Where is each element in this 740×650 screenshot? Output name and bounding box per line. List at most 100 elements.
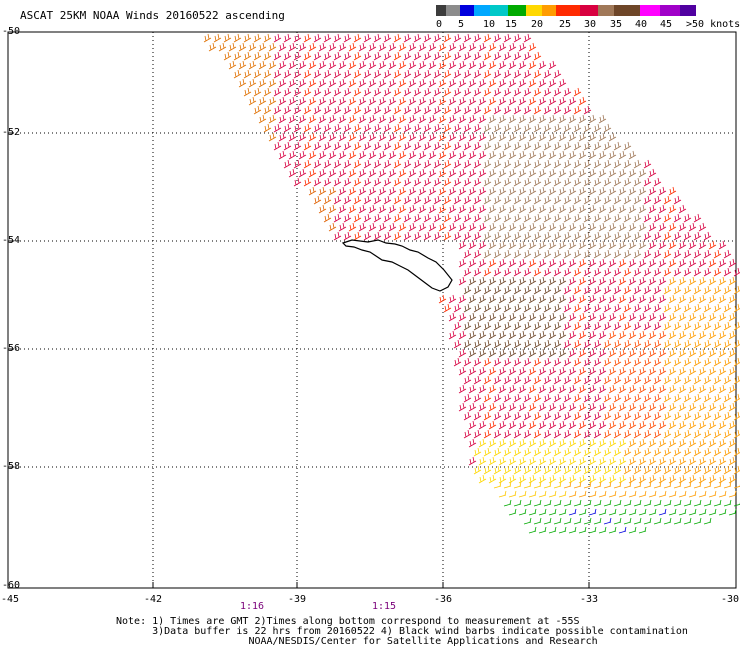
wind-barb xyxy=(483,105,492,115)
wind-barb xyxy=(538,438,547,448)
wind-barb xyxy=(483,411,492,421)
wind-barb xyxy=(288,78,297,88)
wind-barb xyxy=(588,294,597,304)
wind-barb xyxy=(593,249,602,259)
wind-barb xyxy=(268,78,277,88)
wind-barb xyxy=(688,240,697,250)
wind-barb xyxy=(508,114,517,124)
wind-barb xyxy=(533,213,542,223)
wind-barb xyxy=(443,141,452,151)
wind-barb xyxy=(698,508,707,516)
wind-barb xyxy=(403,195,412,205)
wind-barb xyxy=(573,321,582,331)
time-label: 1:15 xyxy=(371,601,397,612)
wind-barb xyxy=(298,132,307,142)
wind-barb xyxy=(428,42,437,52)
wind-barb xyxy=(733,321,740,331)
wind-barb xyxy=(333,141,342,151)
wind-barb xyxy=(558,204,567,214)
wind-barb xyxy=(533,69,542,79)
wind-barb xyxy=(703,339,712,349)
wind-barb xyxy=(658,420,667,430)
wind-barb xyxy=(358,186,367,196)
wind-barb xyxy=(493,465,502,475)
wind-barb xyxy=(598,384,607,394)
wind-barb xyxy=(578,402,587,412)
wind-barb xyxy=(423,105,432,115)
wind-barb xyxy=(298,42,307,52)
wind-barb xyxy=(543,321,552,331)
wind-barb xyxy=(653,213,662,223)
wind-barb xyxy=(488,168,497,178)
wind-barb xyxy=(558,348,567,358)
wind-barb xyxy=(628,204,637,214)
wind-barb xyxy=(343,195,352,205)
wind-barb xyxy=(673,285,682,295)
wind-barb xyxy=(448,186,457,196)
wind-barb xyxy=(598,490,607,498)
wind-barb xyxy=(723,465,732,475)
wind-barb xyxy=(538,384,547,394)
wind-barb xyxy=(488,330,497,340)
wind-barb xyxy=(338,114,347,124)
wind-barb xyxy=(493,339,502,349)
wind-barb xyxy=(683,481,692,489)
wind-barb xyxy=(343,213,352,223)
wind-barb xyxy=(603,123,612,133)
wind-barb xyxy=(578,168,587,178)
wind-barb xyxy=(458,366,467,376)
wind-barb xyxy=(323,213,332,223)
wind-barb xyxy=(558,168,567,178)
wind-barb xyxy=(538,312,547,322)
wind-barb xyxy=(303,123,312,133)
wind-barb xyxy=(283,51,292,61)
wind-barb xyxy=(368,204,377,214)
wind-barb xyxy=(468,42,477,52)
wind-barb xyxy=(603,231,612,241)
wind-barb xyxy=(503,51,512,61)
wind-barb xyxy=(448,78,457,88)
wind-barb xyxy=(458,78,467,88)
wind-barb xyxy=(378,204,387,214)
wind-barb xyxy=(618,204,627,214)
wind-barb xyxy=(678,294,687,304)
wind-barb xyxy=(583,517,592,525)
wind-barb xyxy=(548,240,557,250)
wind-barb xyxy=(613,393,622,403)
wind-barb xyxy=(568,96,577,106)
wind-barb xyxy=(463,105,472,115)
wind-barb xyxy=(518,312,527,322)
wind-barb xyxy=(298,60,307,70)
wind-barb xyxy=(598,312,607,322)
wind-barb xyxy=(728,508,737,516)
legend-swatch xyxy=(446,5,460,16)
wind-barb xyxy=(538,402,547,412)
wind-barb xyxy=(333,51,342,61)
wind-barb xyxy=(528,526,537,534)
wind-barb xyxy=(328,42,337,52)
wind-barb xyxy=(563,285,572,295)
wind-barb xyxy=(283,105,292,115)
wind-barb xyxy=(708,402,717,412)
wind-barb xyxy=(538,96,547,106)
wind-barb xyxy=(648,366,657,376)
wind-barb xyxy=(508,258,517,268)
wind-barb xyxy=(608,186,617,196)
wind-barb xyxy=(413,141,422,151)
wind-barb xyxy=(538,168,547,178)
wind-barb xyxy=(528,438,537,448)
wind-barb xyxy=(683,339,692,349)
wind-barb xyxy=(293,51,302,61)
wind-barb xyxy=(558,186,567,196)
wind-barb xyxy=(533,393,542,403)
wind-barb xyxy=(548,348,557,358)
wind-barb xyxy=(698,474,707,484)
wind-barb xyxy=(608,348,617,358)
wind-barb xyxy=(583,465,592,475)
wind-barb xyxy=(668,276,677,286)
legend-swatch xyxy=(460,5,474,16)
wind-barb xyxy=(588,132,597,142)
wind-barb xyxy=(528,420,537,430)
footnotes: Note: 1) Times are GMT 2)Times along bot… xyxy=(116,617,688,647)
wind-barb xyxy=(498,330,507,340)
